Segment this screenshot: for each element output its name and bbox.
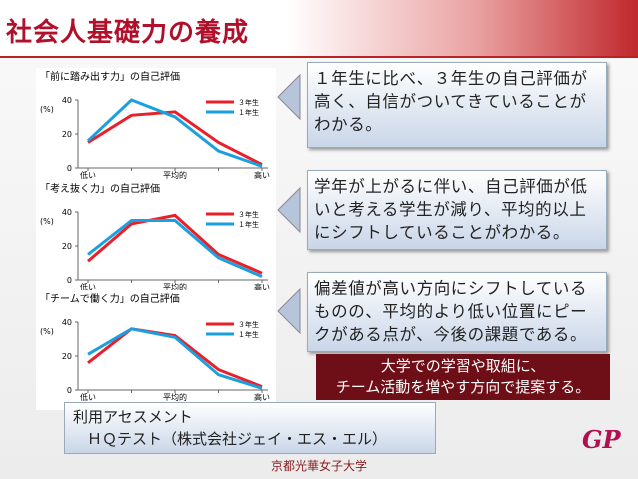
y-tick-label: 40 <box>62 208 72 217</box>
series-line <box>87 219 263 278</box>
x-tick-label: 低い <box>80 282 96 292</box>
note: 偏差値が高い方向にシフトしているものの、平均的より低い位置にピークがある点が、今… <box>307 272 607 352</box>
logo: GP <box>582 425 621 454</box>
series-line <box>87 327 263 388</box>
footer: 京都光華女子大学 <box>270 459 367 473</box>
x-tick-label: 高い <box>254 392 270 402</box>
legend-label: ３年生 <box>238 210 259 219</box>
y-axis-label: (%) <box>40 217 54 226</box>
assessment-line: 利用アセスメント <box>73 408 193 426</box>
x-tick-label: 平均的 <box>163 170 187 180</box>
assessment-box: 利用アセスメント ＨＱテスト（株式会社ジェイ・エス・エル） <box>64 402 436 454</box>
legend-label: １年生 <box>238 108 259 117</box>
assessment-line: ＨＱテスト（株式会社ジェイ・エス・エル） <box>87 430 388 448</box>
chart-title: 「考え抜く力」の自己評価 <box>40 182 160 195</box>
arrow <box>277 186 301 234</box>
chart-panel <box>36 180 276 300</box>
arrow <box>277 73 301 121</box>
y-tick-label: 40 <box>62 96 72 105</box>
series-line <box>86 98 263 168</box>
chart-title: 「チームで働く力」の自己評価 <box>40 292 180 305</box>
y-tick-label: 0 <box>67 276 72 285</box>
x-tick-label: 高い <box>254 170 270 180</box>
y-axis-label: (%) <box>40 105 54 114</box>
series-line <box>87 327 263 390</box>
slide-title: 社会人基礎力の養成 <box>6 18 250 48</box>
y-tick-label: 40 <box>62 318 72 327</box>
note: １年生に比べ、３年生の自己評価が高く、自信がついてきていることがわかる。 <box>307 62 607 148</box>
x-tick-label: 高い <box>254 282 270 292</box>
proposal-box: 大学での学習や取組に、チーム活動を増やす方向で提案する。 <box>316 354 610 400</box>
series-line <box>87 110 263 166</box>
legend-label: １年生 <box>238 330 259 339</box>
arrow <box>277 287 301 335</box>
x-tick-label: 平均的 <box>163 392 187 402</box>
series-line <box>87 213 263 275</box>
legend-label: ３年生 <box>238 98 259 107</box>
legend-label: ３年生 <box>238 320 259 329</box>
proposal-line: 大学での学習や取組に、 <box>380 357 546 375</box>
proposal-line: チーム活動を増やす方向で提案する。 <box>335 378 591 396</box>
y-axis-label: (%) <box>40 327 54 336</box>
x-tick-label: 低い <box>80 170 96 180</box>
chart-panel <box>36 290 276 410</box>
note: 学年が上がるに伴い、自己評価が低いと考える学生が減り、平均的以上にシフトしている… <box>307 170 607 250</box>
y-tick-label: 20 <box>62 130 72 139</box>
y-tick-label: 0 <box>67 164 72 173</box>
chart-panel <box>36 68 276 188</box>
chart-title: 「前に踏み出す力」の自己評価 <box>40 70 180 83</box>
x-tick-label: 低い <box>80 392 96 402</box>
x-tick-label: 平均的 <box>163 282 187 292</box>
y-tick-label: 20 <box>62 352 72 361</box>
y-tick-label: 20 <box>62 242 72 251</box>
header-bar <box>0 0 638 58</box>
y-tick-label: 0 <box>67 386 72 395</box>
legend-label: １年生 <box>238 220 259 229</box>
